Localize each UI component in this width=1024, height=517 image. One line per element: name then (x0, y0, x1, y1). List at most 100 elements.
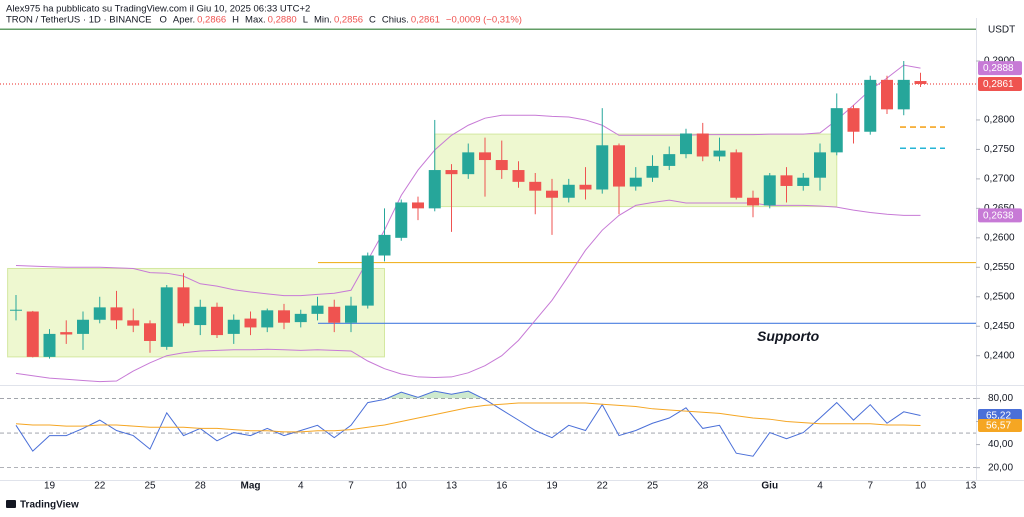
candle-body (780, 175, 793, 186)
candle-body (881, 79, 893, 110)
y-tick-label: 0,2400 (984, 350, 1015, 361)
rsi-tag (978, 408, 1022, 422)
legend-label: O (160, 15, 167, 26)
price-tag (978, 61, 1022, 76)
candle-body (696, 133, 709, 157)
x-tick-label: 22 (597, 481, 609, 492)
candle-body (26, 311, 39, 357)
overbought-fill (16, 391, 921, 399)
candle-body (93, 307, 106, 320)
legend-label: Chius. (382, 15, 409, 26)
candle-body (613, 145, 625, 187)
candle-body (646, 165, 659, 178)
candle-body (110, 307, 123, 321)
y-tick-label: 0,2700 (984, 174, 1015, 185)
legend-label: Max. (245, 15, 266, 26)
candle-body (261, 310, 274, 328)
candle-body (160, 287, 173, 347)
axis-unit: USDT (988, 25, 1015, 36)
candle-body (680, 133, 692, 155)
y-tick-label: 20,00 (988, 462, 1013, 473)
bollinger-upper (15, 64, 921, 297)
x-tick-label: 22 (94, 481, 106, 492)
candle-body (227, 319, 240, 334)
candle-body (77, 319, 89, 334)
candle-body (211, 306, 223, 336)
legend-value: 0,2880 (268, 15, 297, 26)
level-annotation: Supporto (757, 328, 820, 344)
x-tick-label: 25 (144, 481, 156, 492)
y-tick-label: 0,2800 (984, 115, 1015, 126)
y-tick-label: 0,2750 (984, 144, 1015, 155)
candle-body (311, 305, 324, 314)
candle-body (395, 202, 408, 238)
y-tick-label: 0,2600 (984, 232, 1015, 243)
rsi-tag-label: 56,57 (986, 421, 1011, 432)
candle-body (378, 234, 391, 256)
legend-label: Aper. (173, 15, 195, 26)
candle-body (830, 108, 843, 153)
y-tick-label: 80,00 (988, 393, 1013, 404)
candle-body (897, 79, 910, 110)
y-tick-label: 0,2500 (984, 291, 1015, 302)
legend-value: 0,2866 (197, 15, 226, 26)
legend-label: L (303, 15, 308, 26)
x-tick-label: Giu (761, 481, 778, 492)
x-tick-label: 13 (446, 481, 458, 492)
x-tick-label: 16 (496, 481, 508, 492)
candle-body (60, 332, 73, 335)
candle-body (747, 197, 759, 206)
candle-body (445, 170, 458, 175)
x-tick-label: 25 (647, 481, 659, 492)
candle-body (43, 333, 56, 357)
candle-body (814, 152, 826, 178)
rsi-tag (978, 418, 1022, 432)
candle-body (278, 310, 290, 323)
candle-body (847, 108, 860, 132)
x-tick-label: 7 (867, 481, 873, 492)
price-tag-label: 0,2638 (983, 211, 1014, 222)
footer-logo: TradingView (6, 500, 79, 511)
candle-body (562, 184, 575, 198)
candle-body (294, 313, 307, 323)
y-tick-label: 0,2550 (984, 262, 1015, 273)
y-tick-label: 0,2450 (984, 321, 1015, 332)
candle-body (663, 154, 676, 166)
candle-body (412, 202, 424, 209)
candle-body (713, 150, 726, 157)
logo-mark (6, 500, 16, 508)
candle-body (797, 177, 810, 186)
rsi-line (15, 402, 921, 433)
rsi-pane (0, 390, 976, 469)
price-tag-label: 0,2861 (983, 79, 1014, 90)
author-line: Alex975 ha pubblicato su TradingView.com… (6, 4, 310, 15)
candle-body (914, 81, 927, 84)
x-tick-label: 10 (915, 481, 927, 492)
y-tick-label: 40,00 (988, 439, 1013, 450)
candle-body (763, 175, 776, 206)
rsi-line (15, 390, 921, 457)
x-tick-label: 19 (44, 481, 56, 492)
legend-label: C (369, 15, 376, 26)
x-tick-label: 19 (546, 481, 558, 492)
candle-body (596, 145, 609, 190)
x-tick-label: 13 (965, 481, 977, 492)
candle-body (361, 255, 374, 306)
candle-body (177, 287, 190, 324)
candle-body (529, 181, 542, 191)
candle-body (10, 309, 22, 311)
x-tick-label: 4 (817, 481, 823, 492)
candle-body (512, 170, 525, 182)
candle-body (127, 320, 140, 326)
legend-value: −0,0009 (−0,31%) (446, 15, 522, 26)
candle-body (864, 79, 877, 132)
candle-body (144, 323, 156, 341)
x-tick-label: 28 (195, 481, 207, 492)
x-tick-label: Mag (241, 481, 261, 492)
legend-label: H (232, 15, 239, 26)
footer-brand: TradingView (20, 500, 79, 511)
price-tag (978, 76, 1022, 91)
x-tick-label: 28 (697, 481, 709, 492)
